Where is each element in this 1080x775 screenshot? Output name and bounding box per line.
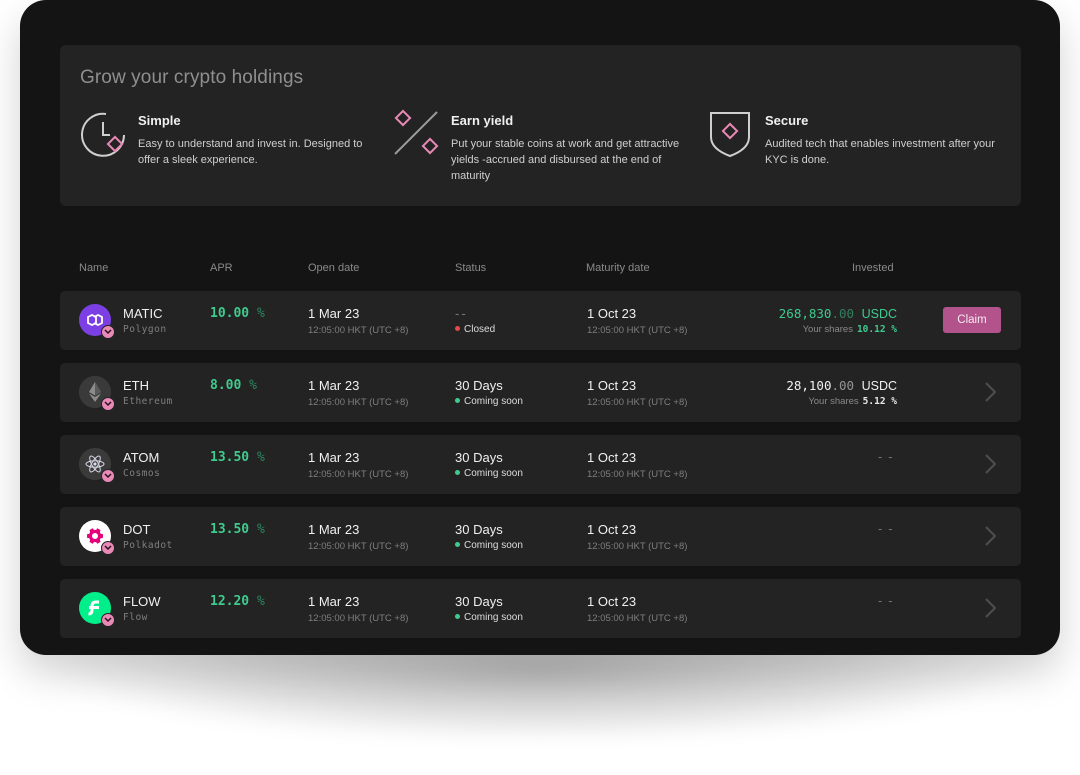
maturity-time: 12:05:00 HKT (UTC +8) (587, 325, 688, 336)
invested-empty: -- (876, 522, 897, 536)
chevron-right-icon[interactable] (984, 453, 998, 475)
status-main: 30 Days (455, 378, 503, 393)
maturity-time: 12:05:00 HKT (UTC +8) (587, 469, 688, 480)
coin-avatar (79, 592, 115, 627)
maturity-date: 1 Oct 23 (587, 594, 637, 609)
coin-network: Polkadot (123, 540, 173, 551)
apr-value: 10.00 % (210, 306, 265, 321)
percent-icon (394, 109, 439, 155)
column-header-apr: APR (210, 262, 233, 274)
badge-icon (101, 469, 115, 483)
maturity-date: 1 Oct 23 (587, 306, 637, 321)
status-badge: Coming soon (455, 396, 523, 407)
chevron-right-icon[interactable] (984, 597, 998, 619)
table-row[interactable]: ATOM Cosmos 13.50 % 1 Mar 23 12:05:00 HK… (60, 435, 1021, 494)
coin-avatar (79, 376, 115, 411)
feature-desc: Easy to understand and invest in. Design… (138, 138, 363, 166)
claim-button[interactable]: Claim (943, 307, 1001, 333)
open-date: 1 Mar 23 (308, 522, 360, 537)
open-date: 1 Mar 23 (308, 594, 360, 609)
apr-value: 12.20 % (210, 594, 265, 609)
status-dot-icon (455, 542, 460, 547)
status-main: 30 Days (455, 594, 503, 609)
coin-network: Cosmos (123, 468, 161, 479)
feature-title: Earn yield (451, 113, 514, 128)
coin-avatar (79, 520, 115, 555)
status-main: 30 Days (455, 522, 503, 537)
table-row[interactable]: FLOW Flow 12.20 % 1 Mar 23 12:05:00 HKT … (60, 579, 1021, 638)
invested-empty: -- (876, 450, 897, 464)
chevron-right-icon[interactable] (984, 525, 998, 547)
badge-icon (101, 541, 115, 555)
shield-icon (710, 112, 750, 158)
apr-value: 13.50 % (210, 450, 265, 465)
column-header-invested: Invested (852, 262, 894, 274)
invested-amount: 28,100.00 USDC (786, 378, 897, 393)
coin-name: ATOM (123, 450, 160, 465)
feature-title: Secure (765, 113, 809, 128)
badge-icon (101, 613, 115, 627)
shares-info: Your shares 5.12 % (808, 396, 897, 407)
status-badge: Coming soon (455, 540, 523, 551)
badge-icon (101, 397, 115, 411)
status-badge: Closed (455, 324, 495, 335)
invested-amount: 268,830.00 USDC (778, 306, 897, 321)
column-header-name: Name (79, 262, 109, 274)
open-time: 12:05:00 HKT (UTC +8) (308, 613, 409, 624)
status-dot-icon (455, 398, 460, 403)
maturity-date: 1 Oct 23 (587, 450, 637, 465)
clock-icon (81, 112, 125, 157)
feature-desc: Put your stable coins at work and get at… (451, 138, 680, 182)
open-date: 1 Mar 23 (308, 378, 360, 393)
status-dot-icon (455, 326, 460, 331)
open-date: 1 Mar 23 (308, 450, 360, 465)
coin-network: Polygon (123, 324, 167, 335)
coin-name: DOT (123, 522, 151, 537)
status-dot-icon (455, 470, 460, 475)
open-time: 12:05:00 HKT (UTC +8) (308, 325, 409, 336)
column-header-status: Status (455, 262, 487, 274)
feature-desc: Audited tech that enables investment aft… (765, 138, 995, 166)
coin-avatar (79, 304, 115, 339)
status-badge: Coming soon (455, 612, 523, 623)
table-row[interactable]: DOT Polkadot 13.50 % 1 Mar 23 12:05:00 H… (60, 507, 1021, 566)
feature-title: Simple (138, 113, 181, 128)
hero-panel: Grow your crypto holdings Simple Easy to… (60, 45, 1021, 206)
chevron-right-icon[interactable] (984, 381, 998, 403)
maturity-time: 12:05:00 HKT (UTC +8) (587, 397, 688, 408)
open-time: 12:05:00 HKT (UTC +8) (308, 541, 409, 552)
hero-title: Grow your crypto holdings (80, 67, 304, 88)
coin-network: Flow (123, 612, 148, 623)
open-time: 12:05:00 HKT (UTC +8) (308, 469, 409, 480)
status-main: -- (455, 306, 468, 321)
maturity-date: 1 Oct 23 (587, 378, 637, 393)
coin-name: ETH (123, 378, 149, 393)
shares-info: Your shares 10.12 % (802, 324, 897, 335)
status-main: 30 Days (455, 450, 503, 465)
apr-value: 13.50 % (210, 522, 265, 537)
coin-network: Ethereum (123, 396, 173, 407)
coin-avatar (79, 448, 115, 483)
status-badge: Coming soon (455, 468, 523, 479)
status-dot-icon (455, 614, 460, 619)
maturity-time: 12:05:00 HKT (UTC +8) (587, 541, 688, 552)
invested-empty: -- (876, 594, 897, 608)
apr-value: 8.00 % (210, 378, 257, 393)
app-window: Grow your crypto holdings Simple Easy to… (20, 0, 1060, 655)
maturity-time: 12:05:00 HKT (UTC +8) (587, 613, 688, 624)
coin-name: MATIC (123, 306, 163, 321)
coin-name: FLOW (123, 594, 161, 609)
badge-icon (101, 325, 115, 339)
table-row[interactable]: MATIC Polygon 10.00 % 1 Mar 23 12:05:00 … (60, 291, 1021, 350)
column-header-maturity-date: Maturity date (586, 262, 650, 274)
table-row[interactable]: ETH Ethereum 8.00 % 1 Mar 23 12:05:00 HK… (60, 363, 1021, 422)
column-header-open-date: Open date (308, 262, 360, 274)
open-time: 12:05:00 HKT (UTC +8) (308, 397, 409, 408)
open-date: 1 Mar 23 (308, 306, 360, 321)
maturity-date: 1 Oct 23 (587, 522, 637, 537)
